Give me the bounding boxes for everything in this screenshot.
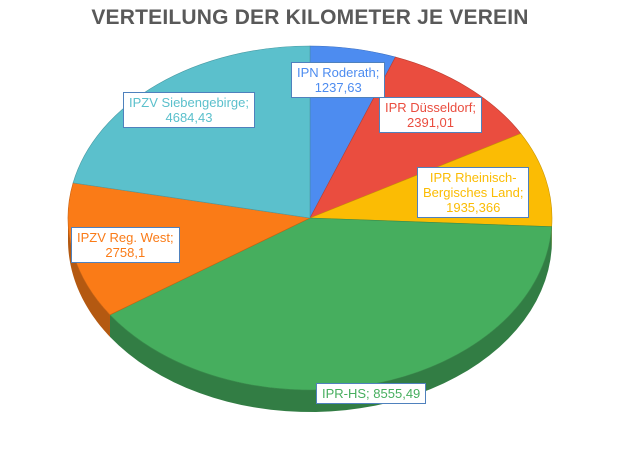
data-label-name-line: IPR Rheinisch- [429,170,517,185]
data-label-ipzv-reg-west: IPZV Reg. West; 2758,1 [71,227,180,263]
data-label-value: 2758,1 [105,245,146,260]
data-label-name: IPZV Siebengebirge; [129,95,249,110]
data-label-name: IPR Rheinisch- Bergisches Land; [423,170,523,200]
data-label-value: 8555,49 [373,386,421,401]
data-label-ipr-hs: IPR-HS; 8555,49 [316,383,427,404]
data-label-name: IPN Roderath; [297,65,380,80]
pie-slice-ipzv-siebengebirge [72,45,311,219]
data-label-value: 1935,366 [446,200,501,215]
data-label-value: 2391,01 [407,115,455,130]
data-label-ipn-roderath: IPN Roderath; 1237,63 [291,62,386,98]
data-label-name-line: Bergisches Land; [423,185,524,200]
data-label-ipr-rheinisch-bergisches-land: IPR Rheinisch- Bergisches Land; 1935,366 [417,167,530,218]
data-label-name: IPZV Reg. West; [77,230,174,245]
data-label-value: 1237,63 [314,80,362,95]
data-label-name: IPR-HS; [322,386,374,401]
chart-title: VERTEILUNG DER KILOMETER JE VEREIN [91,6,529,29]
pie-side-ipzv-reg-west [68,218,110,337]
data-label-name: IPR Düsseldorf; [385,100,477,115]
data-label-value: 4684,43 [165,110,213,125]
data-label-ipr-duesseldorf: IPR Düsseldorf; 2391,01 [379,97,483,133]
data-label-ipzv-siebengebirge: IPZV Siebengebirge; 4684,43 [123,92,255,128]
pie-side-ipr-hs [109,226,552,412]
